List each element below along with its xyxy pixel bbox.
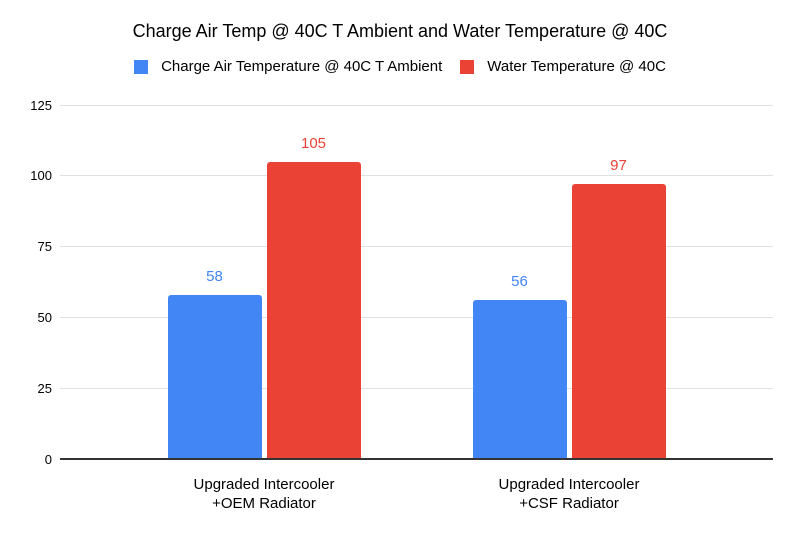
bar-slot: 56 <box>472 273 567 459</box>
legend: Charge Air Temperature @ 40C T Ambient W… <box>0 58 800 75</box>
bar-group: 58 105 <box>167 105 361 459</box>
bar-series-0-category-0[interactable] <box>167 294 262 459</box>
gridline <box>60 175 773 177</box>
y-tick-label: 0 <box>44 451 52 467</box>
y-tick-label: 100 <box>30 168 52 184</box>
bar-value-label: 58 <box>206 267 223 285</box>
legend-label-water: Water Temperature @ 40C <box>487 58 666 75</box>
plot-area: 58 105 56 97 <box>60 104 773 460</box>
legend-swatch-blue-icon <box>134 59 149 74</box>
legend-swatch-red-icon <box>460 59 475 74</box>
bar-value-label: 105 <box>300 134 327 152</box>
x-category-label: Upgraded Intercooler +CSF Radiator <box>498 476 640 512</box>
bar-groups: 58 105 56 97 <box>60 105 773 459</box>
bar-series-1-category-1[interactable] <box>571 184 666 459</box>
y-tick-label: 50 <box>37 309 52 325</box>
x-category-label: Upgraded Intercooler +OEM Radiator <box>193 476 335 512</box>
bar-slot: 97 <box>571 157 666 459</box>
gridline <box>60 316 773 318</box>
bar-value-label: 97 <box>610 157 627 175</box>
gridline <box>60 104 773 106</box>
bar-value-label: 56 <box>511 273 528 291</box>
y-tick-label: 125 <box>30 97 52 113</box>
bar-slot: 58 <box>167 268 262 459</box>
x-axis-labels: Upgraded Intercooler +OEM Radiator Upgrad… <box>60 475 773 513</box>
bar-group: 56 97 <box>472 105 666 459</box>
legend-label-charge-air: Charge Air Temperature @ 40C T Ambient <box>161 58 443 75</box>
bar-series-1-category-0[interactable] <box>266 161 361 459</box>
legend-item-water[interactable]: Water Temperature @ 40C <box>460 58 666 75</box>
legend-item-charge-air[interactable]: Charge Air Temperature @ 40C T Ambient <box>134 58 442 75</box>
bar-slot: 105 <box>266 135 361 459</box>
y-tick-label: 25 <box>37 380 52 396</box>
chart-title: Charge Air Temp @ 40C T Ambient and Wate… <box>132 21 668 41</box>
y-tick-label: 75 <box>37 239 52 255</box>
gridline <box>60 387 773 389</box>
bar-series-0-category-1[interactable] <box>472 300 567 459</box>
x-axis-line <box>60 458 773 460</box>
y-axis: 0 25 50 75 100 125 <box>0 98 52 467</box>
gridline <box>60 246 773 248</box>
